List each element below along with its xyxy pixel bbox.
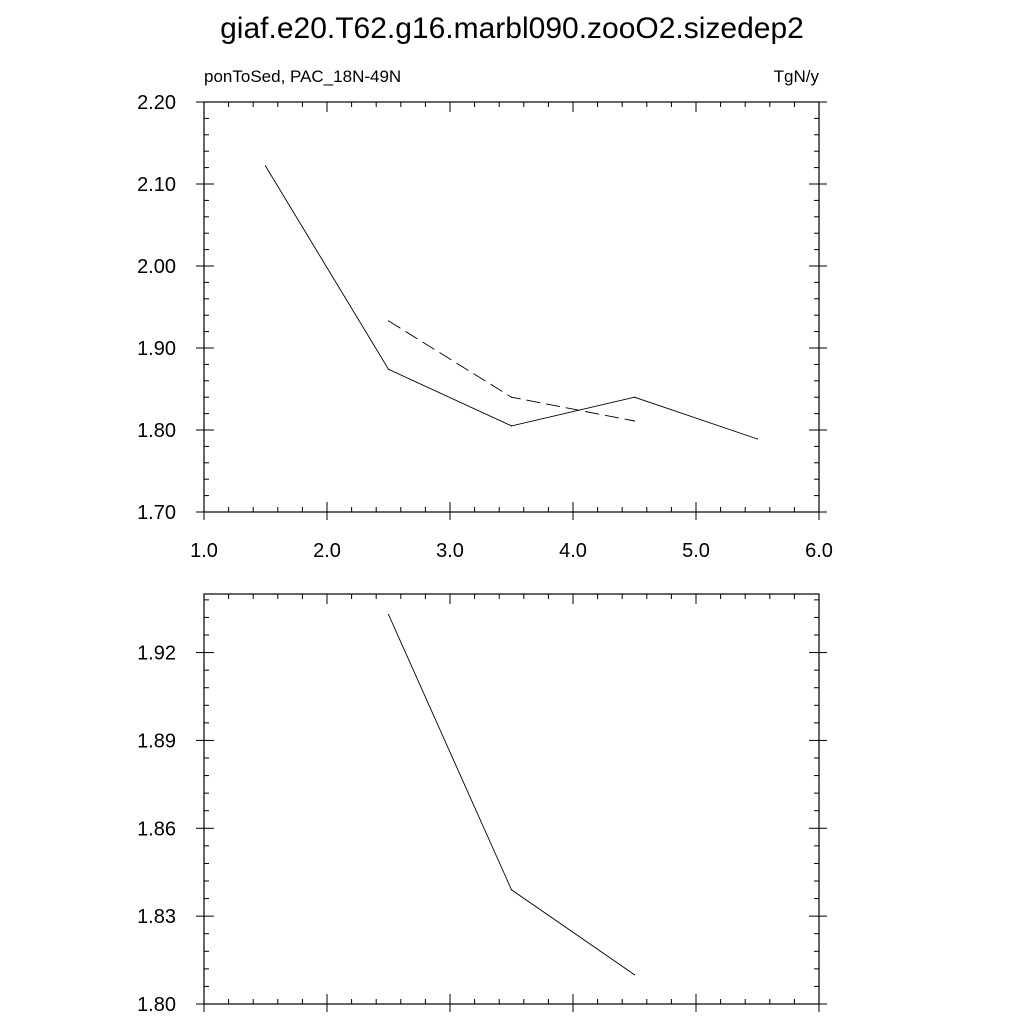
bottom-y-tick-label: 1.83 [137,906,176,928]
top-series-dashed-point [387,320,390,322]
top-panel-frame [203,101,820,513]
bottom-panel-series [387,613,636,976]
top-y-tick-label: 2.10 [137,174,176,196]
chart-title: giaf.e20.T62.g16.marbl090.zooO2.sizedep2 [220,12,804,45]
bottom-panel: 1.80 1.83 1.86 1.89 1.92 [137,593,827,1016]
top-panel-ticks [196,101,827,520]
top-series-solid-point [264,165,267,167]
top-panel: ponToSed, PAC_18N-49N TgN/y 1.0 2.0 3.0 4.0… [137,67,833,562]
bottom-y-tick-label: 1.80 [137,994,176,1016]
top-panel-tick-labels: 1.0 2.0 3.0 4.0 5.0 6.0 1.70 1.80 1.90 2.00 2.10 2.… [137,92,833,562]
top-x-tick-label: 4.0 [559,540,587,562]
bottom-series-solid-line [388,614,635,976]
top-series-solid-point [756,438,759,440]
top-x-tick-label: 2.0 [313,540,341,562]
top-x-tick-label: 3.0 [436,540,464,562]
top-x-tick-label: 6.0 [805,540,833,562]
top-x-tick-label: 1.0 [190,540,218,562]
bottom-panel-frame [203,593,820,1005]
top-series-solid-point [387,368,390,370]
bottom-panel-tick-labels: 1.80 1.83 1.86 1.89 1.92 [137,643,176,1016]
top-x-tick-label: 5.0 [682,540,710,562]
top-panel-left-label: ponToSed, PAC_18N-49N [204,67,401,86]
bottom-series-solid-point [510,889,513,891]
bottom-y-tick-label: 1.89 [137,730,176,752]
top-series-solid-point [510,425,513,427]
top-y-tick-label: 1.90 [137,338,176,360]
top-series-solid-line [265,165,758,440]
top-series-solid-point [633,396,636,398]
top-series-dashed-point [510,396,513,398]
top-y-tick-label: 1.80 [137,420,176,442]
top-panel-series [264,165,759,440]
top-panel-units-label: TgN/y [774,67,820,86]
top-series-dashed-point [633,420,636,422]
bottom-y-tick-label: 1.92 [137,643,176,665]
bottom-series-solid-point [387,613,390,616]
bottom-panel-ticks [196,594,827,1012]
bottom-series-solid-point [633,974,636,976]
top-y-tick-label: 1.70 [137,502,176,524]
top-y-tick-label: 2.20 [137,92,176,114]
bottom-y-tick-label: 1.86 [137,818,176,840]
top-y-tick-label: 2.00 [137,256,176,278]
